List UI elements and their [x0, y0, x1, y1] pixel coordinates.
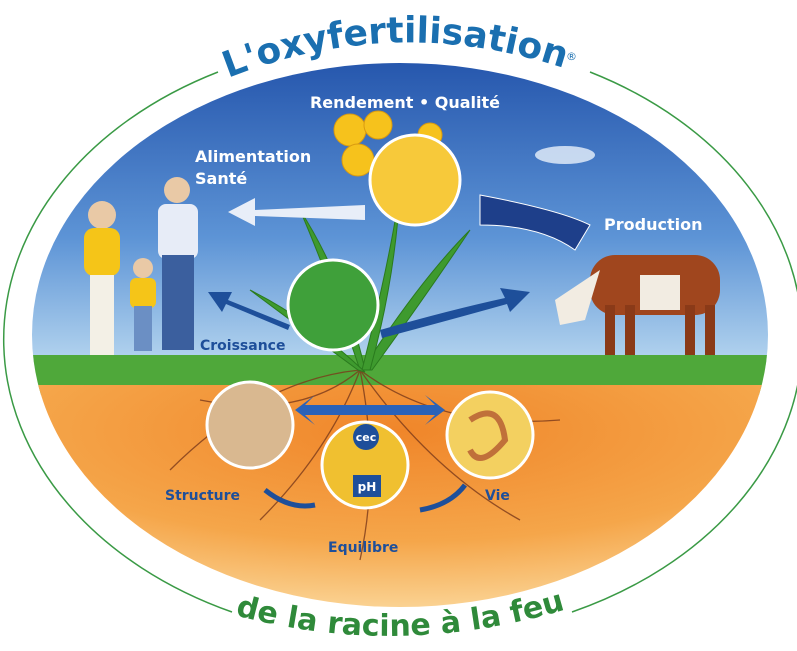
label: Vie: [485, 488, 510, 504]
label: Rendement • Qualité: [310, 93, 500, 112]
label: Croissance: [200, 338, 285, 354]
page: L'oxyfertilisation ® de la racine à la f…: [0, 0, 797, 651]
label: cec: [356, 431, 377, 444]
label: Alimentation: [195, 147, 311, 166]
label: Production: [604, 215, 702, 234]
label: Equilibre: [328, 540, 398, 556]
label: Santé: [195, 169, 247, 188]
illustration: L'oxyfertilisation ® de la racine à la f…: [0, 0, 797, 651]
label: pH: [358, 480, 377, 494]
label: Structure: [165, 488, 240, 504]
registered-mark: ®: [566, 50, 577, 63]
